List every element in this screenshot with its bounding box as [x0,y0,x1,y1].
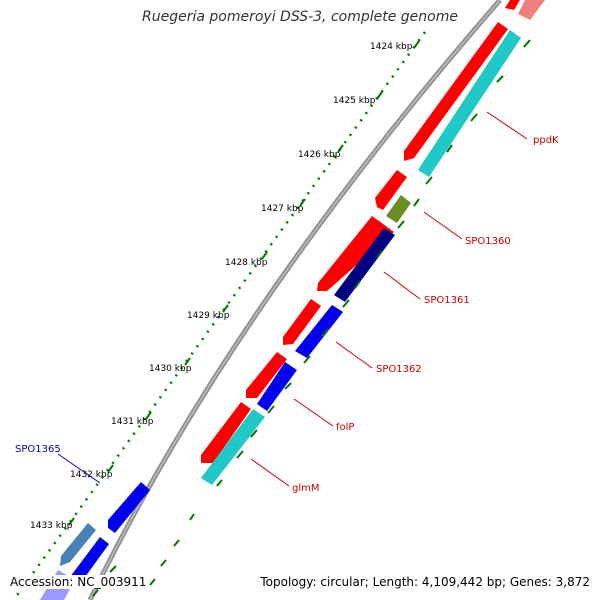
ruler-tick-label: 1428 kbp [225,258,268,268]
ruler-tick-label: 1425 kbp [333,96,376,106]
cds-rev-ppdK [418,30,521,177]
accession-label: Accession: NC_003911 [8,575,149,589]
cds-glmM [201,402,251,463]
ruler-tick-label: 1430 kbp [149,364,192,374]
ruler-tick-label: 1432 kbp [70,470,113,480]
cds-folP [246,352,287,398]
map-title: Ruegeria pomeroyi DSS-3, complete genome [142,9,458,25]
cds-SPO1360 [375,170,407,210]
genome-summary: Topology: circular; Length: 4,109,442 bp… [258,575,592,589]
gene-label-SPO1361[interactable]: SPO1361 [424,295,470,306]
cds-rev-SPO1361 [334,228,395,302]
gene-label-glmM[interactable]: glmM [292,483,320,494]
ruler-tick-label: 1433 kbp [30,521,73,531]
cds-SPO1365 [108,482,150,533]
callout-lines [57,111,528,487]
ruler-tick-label: 1424 kbp [370,42,413,52]
ruler-tick-marks [68,40,420,526]
gene-label-ppdK[interactable]: ppdK [533,135,559,146]
cds-rev-SPO1362 [295,305,343,358]
cds-lower-blue [69,537,109,586]
gc-dashes [92,39,531,597]
ruler-tick-label: 1429 kbp [187,311,230,321]
gene-label-SPO1360[interactable]: SPO1360 [465,236,511,247]
cds-partial [518,0,545,20]
cds-lower-steel [60,523,96,566]
cds-rev-SPO1360 [386,195,411,223]
ruler-tick-label: 1426 kbp [298,150,341,160]
gene-label-SPO1365[interactable]: SPO1365 [15,444,61,455]
gene-label-SPO1362[interactable]: SPO1362 [376,364,422,375]
cds-ppdK [404,22,508,161]
gene-label-folP[interactable]: folP [336,422,354,433]
ruler-tick-label: 1431 kbp [111,417,154,427]
cds-rev-glmM [201,409,265,485]
cds-SPO1361 [317,216,394,291]
cds-rev-folP [257,362,297,411]
ruler-tick-label: 1427 kbp [261,204,304,214]
cds-SPO1362 [283,299,321,345]
cds-arrow [505,0,520,10]
